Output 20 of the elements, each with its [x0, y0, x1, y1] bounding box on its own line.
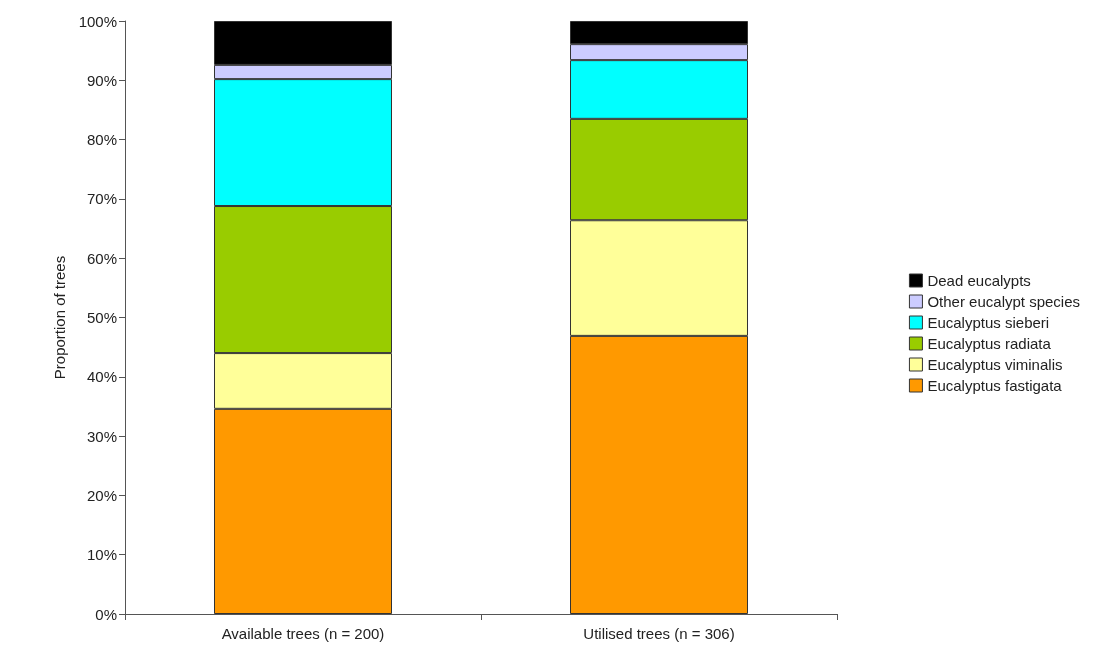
legend-label: Dead eucalypts: [927, 272, 1031, 289]
y-tick-label: 10%: [86, 546, 117, 564]
legend-label: Other eucalypt species: [927, 293, 1080, 310]
y-tick-label: 40%: [86, 368, 117, 386]
y-tick-label: 50%: [86, 309, 117, 326]
y-tick-label: 0%: [95, 605, 117, 623]
y-tick-label: 80%: [86, 131, 117, 149]
y-tick-label: 60%: [86, 249, 117, 267]
y-tick-label: 70%: [86, 190, 117, 208]
y-tick-label: 30%: [86, 427, 117, 445]
legend-label: Eucalyptus radiata: [927, 335, 1052, 352]
x-tick-label: Utilised trees (n = 306): [583, 625, 735, 642]
y-tick-label: 100%: [78, 12, 117, 30]
y-tick-label: 90%: [86, 71, 117, 89]
x-tick-label: Available trees (n = 200): [221, 625, 385, 642]
legend-label: Eucalyptus fastigata: [927, 377, 1063, 394]
y-tick-label: 20%: [86, 486, 117, 504]
legend-label: Eucalyptus viminalis: [927, 356, 1063, 373]
y-axis-title: Proportion of trees: [51, 255, 68, 380]
legend-label: Eucalyptus sieberi: [927, 314, 1050, 331]
